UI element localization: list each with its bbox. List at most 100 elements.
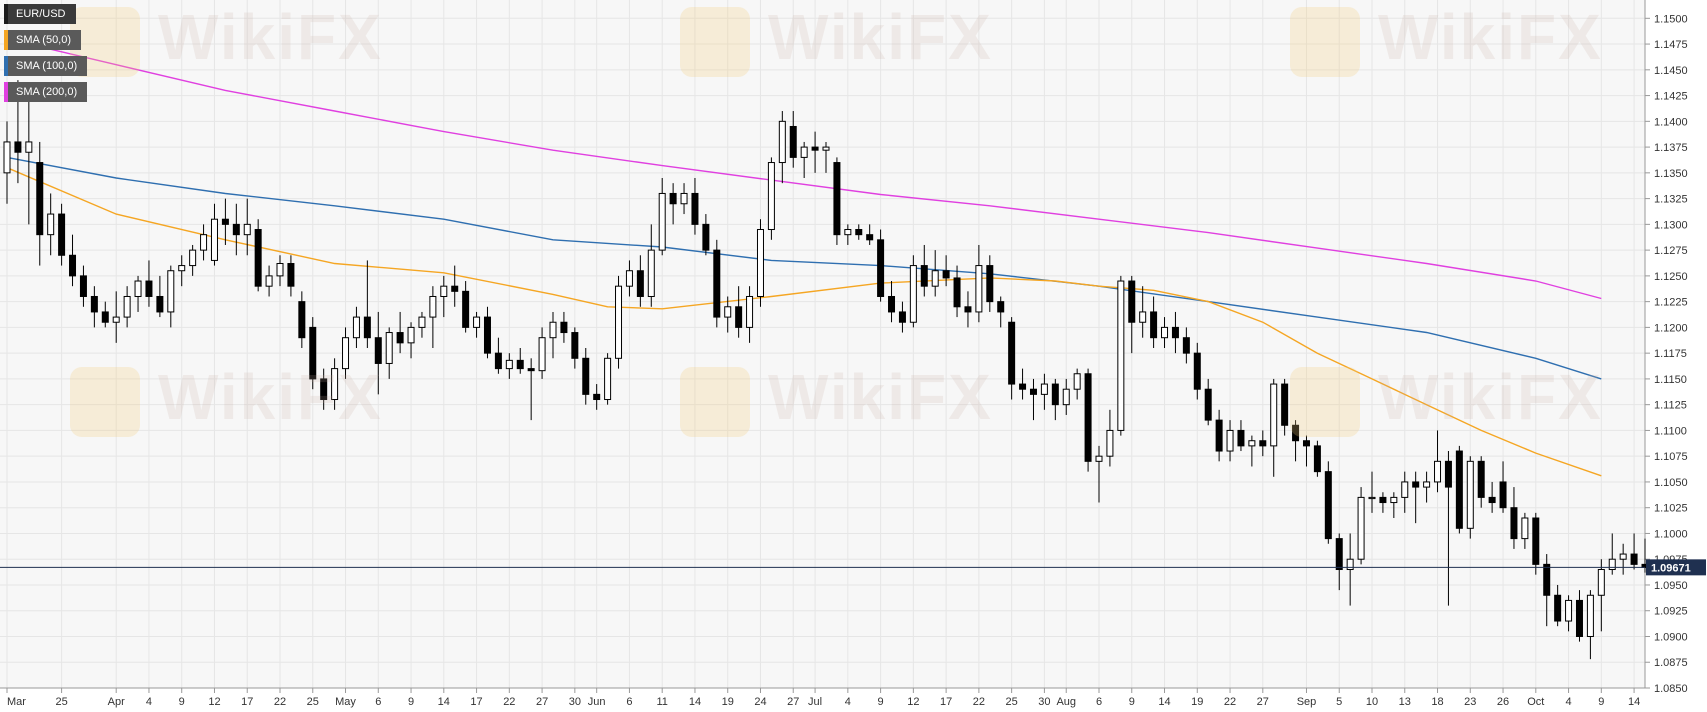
candle[interactable] (1150, 296, 1158, 348)
candle[interactable] (134, 275, 142, 312)
candle[interactable] (494, 337, 502, 374)
candle[interactable] (975, 244, 983, 323)
candle[interactable] (1182, 327, 1190, 364)
candle[interactable] (1499, 461, 1507, 513)
candle[interactable] (47, 193, 55, 256)
candle[interactable] (1204, 378, 1212, 426)
candle[interactable] (767, 157, 775, 240)
candle[interactable] (811, 131, 819, 173)
candle[interactable] (1444, 451, 1452, 606)
candle[interactable] (1554, 584, 1562, 627)
candle[interactable] (516, 348, 524, 374)
candle[interactable] (221, 198, 229, 245)
legend-item-sma100[interactable]: SMA (100,0) (4, 56, 88, 76)
candle[interactable] (1019, 368, 1027, 400)
candle[interactable] (320, 368, 328, 410)
candle[interactable] (571, 327, 579, 369)
candle[interactable] (69, 234, 77, 287)
candle[interactable] (538, 327, 546, 379)
candle[interactable] (440, 275, 448, 318)
candle[interactable] (1532, 512, 1540, 575)
candle[interactable] (1586, 590, 1594, 660)
candle[interactable] (855, 224, 863, 240)
candle[interactable] (36, 141, 44, 266)
candle[interactable] (1324, 461, 1332, 544)
candle[interactable] (418, 311, 426, 338)
candle[interactable] (1139, 286, 1147, 338)
candle[interactable] (1543, 554, 1551, 627)
candle[interactable] (200, 224, 208, 261)
candle[interactable] (1434, 430, 1442, 493)
candle[interactable] (527, 358, 535, 421)
candle[interactable] (756, 219, 764, 307)
candle[interactable] (1423, 471, 1431, 503)
candle[interactable] (331, 358, 339, 410)
candle[interactable] (1477, 456, 1485, 508)
candle[interactable] (909, 255, 917, 328)
candle[interactable] (374, 311, 382, 395)
candle[interactable] (1313, 440, 1321, 477)
candle[interactable] (407, 322, 415, 359)
candle[interactable] (1226, 420, 1234, 462)
candle[interactable] (800, 141, 808, 178)
candle[interactable] (342, 327, 350, 379)
candle[interactable] (593, 384, 601, 410)
candle[interactable] (1401, 471, 1409, 513)
candle[interactable] (604, 353, 612, 405)
candle[interactable] (156, 275, 164, 318)
candle[interactable] (1161, 317, 1169, 348)
candle[interactable] (549, 311, 557, 359)
candle[interactable] (1215, 409, 1223, 462)
candle[interactable] (1051, 378, 1059, 421)
candle[interactable] (287, 255, 295, 297)
candle[interactable] (1412, 471, 1420, 524)
legend-item-sma200[interactable]: SMA (200,0) (4, 82, 88, 102)
candle[interactable] (505, 353, 513, 379)
candle[interactable] (1117, 275, 1125, 436)
candle[interactable] (276, 255, 284, 287)
candle[interactable] (1106, 409, 1114, 467)
candle[interactable] (483, 306, 491, 359)
candle[interactable] (1575, 590, 1583, 642)
legend-item-symbol[interactable]: EUR/USD (4, 4, 76, 24)
candle[interactable] (145, 260, 153, 307)
candle[interactable] (210, 203, 218, 266)
candle[interactable] (1390, 492, 1398, 518)
candle[interactable] (789, 111, 797, 168)
candle[interactable] (1510, 487, 1518, 549)
candle[interactable] (1346, 533, 1354, 606)
candle[interactable] (1357, 487, 1365, 565)
candle[interactable] (1008, 317, 1016, 400)
candle[interactable] (1292, 420, 1300, 462)
candle[interactable] (396, 311, 404, 354)
candle[interactable] (1335, 533, 1343, 591)
candle[interactable] (1368, 471, 1376, 513)
candle[interactable] (636, 255, 644, 307)
candle[interactable] (724, 296, 732, 333)
candle[interactable] (385, 327, 393, 379)
candle[interactable] (298, 291, 306, 348)
candle[interactable] (920, 244, 928, 297)
candle[interactable] (1270, 378, 1278, 477)
candle[interactable] (58, 203, 66, 266)
candle[interactable] (997, 296, 1005, 328)
candle[interactable] (1248, 435, 1256, 467)
candle[interactable] (1040, 373, 1048, 410)
candle[interactable] (658, 178, 666, 256)
candle[interactable] (189, 244, 197, 276)
candle[interactable] (647, 224, 655, 307)
candle[interactable] (1128, 275, 1136, 354)
candle[interactable] (232, 203, 240, 256)
candle[interactable] (1259, 430, 1267, 457)
candle[interactable] (1455, 445, 1463, 534)
candle[interactable] (112, 291, 120, 343)
candle[interactable] (1466, 456, 1474, 539)
candle[interactable] (582, 348, 590, 405)
candle[interactable] (680, 183, 688, 215)
legend-item-sma50[interactable]: SMA (50,0) (4, 30, 82, 50)
candle[interactable] (986, 255, 994, 312)
candle[interactable] (877, 229, 885, 302)
candle[interactable] (79, 265, 87, 307)
candle[interactable] (123, 286, 131, 328)
candle[interactable] (1565, 595, 1573, 632)
